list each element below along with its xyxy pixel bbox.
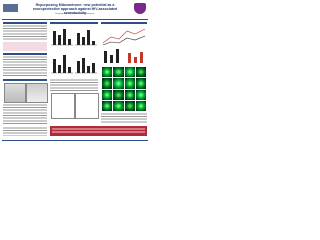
text-block (3, 25, 47, 41)
section-header (3, 79, 47, 81)
text-block (50, 79, 98, 91)
line-charts (102, 28, 146, 63)
logo-right (134, 3, 146, 14)
logo-left (3, 4, 18, 12)
poster-title: Repurposing Mitoxantrone: new potential … (32, 3, 118, 16)
figure (4, 83, 26, 103)
figure (75, 93, 99, 119)
bar-charts (51, 29, 97, 74)
chart-axes (51, 44, 97, 74)
micrograph (135, 78, 146, 89)
conclusion-text (52, 128, 145, 134)
footer-rule (2, 140, 148, 141)
micrograph (102, 100, 113, 111)
micrograph (113, 89, 124, 100)
micrograph (113, 100, 124, 111)
chart-bars (53, 29, 95, 73)
figure (51, 93, 75, 119)
section-header (3, 53, 47, 55)
poster: {"header": {"title": "Repurposing Mitoxa… (0, 0, 150, 150)
micrograph (124, 78, 135, 89)
micrograph (135, 67, 146, 78)
text-block (3, 104, 47, 124)
references (3, 127, 47, 136)
micrograph (135, 100, 146, 111)
micrograph (102, 89, 113, 100)
micrograph (113, 78, 124, 89)
section-header (101, 22, 147, 24)
section-header (3, 22, 47, 24)
poster-authors: Department of Pharmaceutical Sciences (55, 13, 95, 15)
micrograph (124, 67, 135, 78)
micrograph (102, 67, 113, 78)
figure (26, 83, 48, 103)
text-block (3, 56, 47, 76)
highlight-box (3, 42, 47, 51)
micrograph (124, 100, 135, 111)
micrograph (102, 78, 113, 89)
micrograph (124, 89, 135, 100)
micrograph (135, 89, 146, 100)
micrograph (113, 67, 124, 78)
text-block (101, 113, 147, 123)
fluorescence-grid (102, 67, 146, 111)
header-rule (2, 19, 148, 20)
section-header (50, 22, 98, 24)
